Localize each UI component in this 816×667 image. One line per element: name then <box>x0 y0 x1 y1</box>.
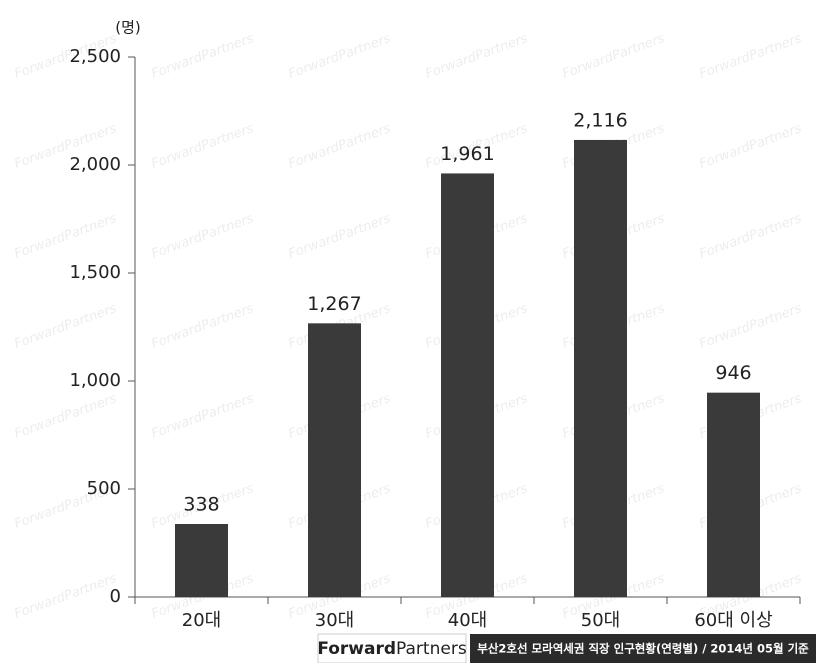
value-label: 338 <box>183 493 219 515</box>
watermark: ForwardPartners <box>12 391 118 442</box>
watermark: ForwardPartners <box>12 571 118 622</box>
watermark: ForwardPartners <box>423 31 529 82</box>
watermark: ForwardPartners <box>697 31 803 82</box>
brand-bold: Forward <box>317 639 396 659</box>
watermark: ForwardPartners <box>697 301 803 352</box>
y-tick-label: 2,000 <box>69 154 121 175</box>
brand-light: Partners <box>396 639 467 659</box>
watermark: ForwardPartners <box>286 31 392 82</box>
x-tick-label: 20대 <box>182 610 221 631</box>
caption-box <box>470 634 816 663</box>
y-tick-label: 1,500 <box>69 262 121 283</box>
y-tick-label: 500 <box>87 478 121 499</box>
bar <box>308 323 361 597</box>
brand-box <box>317 633 467 664</box>
bar <box>707 392 760 597</box>
watermarks: ForwardPartners ForwardPartners ForwardPar… <box>12 31 803 622</box>
watermark: ForwardPartners <box>149 31 255 82</box>
x-tick-label: 60대 이상 <box>694 610 772 631</box>
watermark: ForwardPartners <box>149 301 255 352</box>
y-tick-label: 0 <box>110 586 121 607</box>
watermark: ForwardPartners <box>286 121 392 172</box>
watermark: ForwardPartners <box>697 121 803 172</box>
x-tick-label: 50대 <box>581 610 620 631</box>
bar <box>574 139 627 597</box>
watermark: ForwardPartners <box>149 211 255 262</box>
brand: ForwardPartners <box>317 639 467 659</box>
x-tick-label: 40대 <box>448 610 487 631</box>
bar <box>441 173 494 597</box>
x-tick-label: 30대 <box>315 610 354 631</box>
value-label: 2,116 <box>573 109 627 131</box>
value-label: 1,267 <box>307 293 361 315</box>
watermark: ForwardPartners <box>560 31 666 82</box>
y-tick-label: 1,000 <box>69 370 121 391</box>
watermark: ForwardPartners <box>697 211 803 262</box>
caption: 부산2호선 모라역세권 직장 인구현황(연령별) / 2014년 05월 기준 <box>477 642 809 656</box>
unit-label: (명) <box>115 19 141 37</box>
y-tick-label: 2,500 <box>69 46 121 67</box>
watermark: ForwardPartners <box>286 211 392 262</box>
watermark: ForwardPartners <box>12 211 118 262</box>
watermark: ForwardPartners <box>149 121 255 172</box>
watermark: ForwardPartners <box>149 391 255 442</box>
watermark: ForwardPartners <box>12 301 118 352</box>
value-label: 946 <box>715 362 751 384</box>
bar <box>175 523 228 597</box>
value-label: 1,961 <box>440 143 494 165</box>
